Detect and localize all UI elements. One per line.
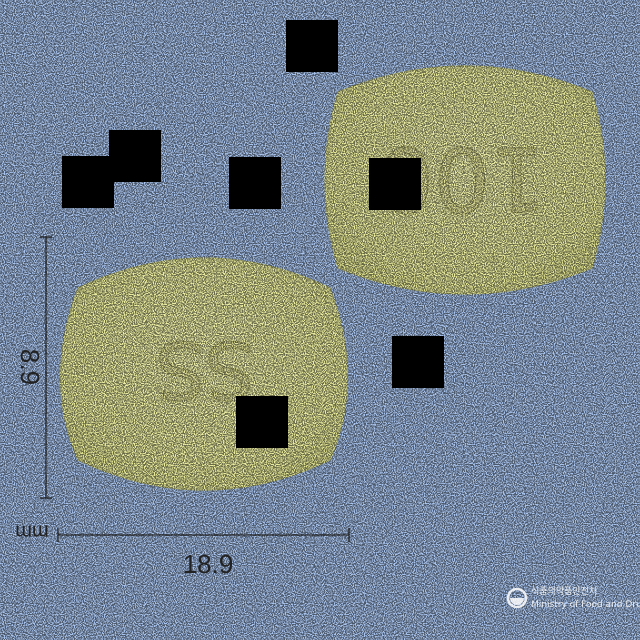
occlusion-block	[369, 158, 421, 210]
occlusion-blocks	[62, 20, 444, 448]
mfds-logo-icon	[506, 587, 528, 609]
width-value: 18.9	[183, 549, 234, 579]
width-dimension	[57, 528, 350, 542]
unit-label: mm	[15, 521, 48, 543]
occlusion-block	[392, 336, 444, 388]
watermark-line1: 식품의약품안전처	[531, 585, 597, 597]
occlusion-block	[62, 156, 114, 208]
occlusion-block	[236, 396, 288, 448]
height-value: 8.9	[15, 349, 45, 385]
watermark-line2: Ministry of Food and Drug Safety	[531, 600, 640, 610]
watermark: 식품의약품안전처 Ministry of Food and Drug Safet…	[506, 585, 640, 610]
occlusion-block	[286, 20, 338, 72]
height-dimension	[40, 236, 52, 499]
occlusion-block	[109, 130, 161, 182]
occlusion-block	[229, 157, 281, 209]
